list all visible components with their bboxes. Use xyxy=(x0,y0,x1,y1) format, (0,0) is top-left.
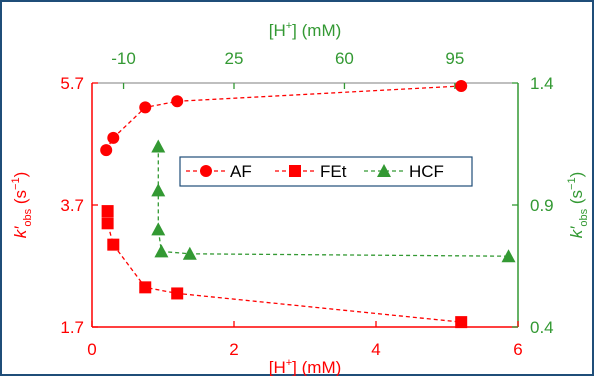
x-bottom-tick-label: 6 xyxy=(513,340,522,359)
series-fet-point xyxy=(101,217,114,230)
series-af-point xyxy=(171,95,184,108)
y-left-tick-label: 1.7 xyxy=(60,318,84,337)
legend-box xyxy=(179,156,473,187)
left-axis-title: k′obs (s−1) xyxy=(10,172,34,239)
bottom-axis-title: [H+] (mM) xyxy=(269,357,342,376)
series-fet-point xyxy=(455,316,468,329)
series-hcf-point xyxy=(182,246,197,260)
series-hcf-point xyxy=(154,244,169,258)
x-bottom-tick-label: 0 xyxy=(87,340,96,359)
legend-af-label: AF xyxy=(230,162,252,181)
legend-hcf-label: HCF xyxy=(409,162,444,181)
y-right-tick-label: 0.4 xyxy=(530,318,554,337)
series-fet-point xyxy=(101,205,114,218)
legend-fet-label: FEt xyxy=(320,162,347,181)
series-fet-point xyxy=(107,238,120,251)
series-af-point xyxy=(455,80,468,93)
series-hcf-point xyxy=(151,183,166,197)
x-top-tick-label: -10 xyxy=(111,49,136,68)
x-bottom-tick-label: 4 xyxy=(371,340,380,359)
y-left-tick-label: 5.7 xyxy=(60,74,84,93)
legend: AF FEt HCF xyxy=(179,156,473,187)
top-axis-title: [H+] (mM) xyxy=(269,20,342,40)
series-hcf-point xyxy=(151,222,166,236)
x-top-tick-label: 95 xyxy=(445,49,464,68)
legend-af-marker xyxy=(200,165,212,177)
series-fet-point xyxy=(139,281,152,294)
series-hcf-point xyxy=(501,249,516,263)
right-axis-title: k′obs (s−1) xyxy=(566,172,590,239)
x-bottom-tick-label: 2 xyxy=(229,340,238,359)
x-top-tick-label: 60 xyxy=(335,49,354,68)
series-layer xyxy=(100,80,516,329)
series-hcf-line xyxy=(157,146,509,257)
series-af-point xyxy=(139,101,152,114)
legend-hcf-marker xyxy=(377,164,391,177)
x-top-tick-label: 25 xyxy=(225,49,244,68)
ticks-layer: 0 2 4 6 -10 25 60 95 1.7 3.7 5.7 0.4 0.9 1.4 xyxy=(60,49,553,359)
series-af-point xyxy=(100,144,113,157)
y-right-tick-label: 1.4 xyxy=(530,74,554,93)
series-fet-point xyxy=(171,287,184,300)
legend-fet-marker xyxy=(289,165,301,177)
y-right-tick-label: 0.9 xyxy=(530,196,554,215)
y-left-tick-label: 3.7 xyxy=(60,196,84,215)
series-af-point xyxy=(107,131,120,144)
series-hcf-point xyxy=(151,139,166,153)
